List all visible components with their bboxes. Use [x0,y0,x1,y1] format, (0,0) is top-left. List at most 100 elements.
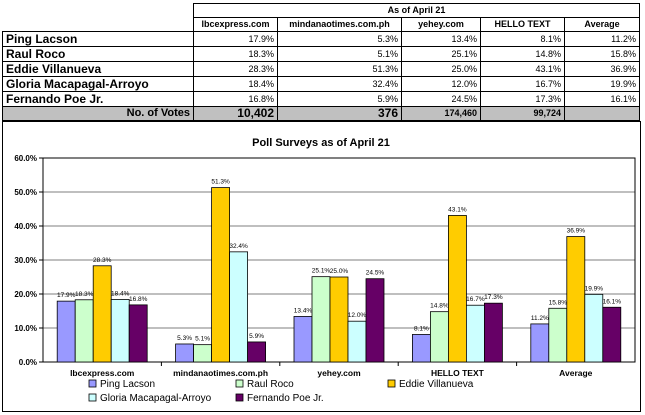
data-label: 12.0% [348,312,367,319]
data-label: 28.3% [93,257,112,264]
column-header: yehey.com [401,17,481,32]
bar [74,299,94,363]
poll-table: As of April 21 lbcexpress.com mindanaoti… [2,3,640,121]
table-cell: 36.9% [564,61,640,77]
data-label: 36.9% [567,228,586,235]
data-label: 5.1% [195,336,210,343]
bar [128,304,148,363]
x-tick-label: Average [559,368,593,378]
x-tick-label: lbcexpress.com [70,368,135,378]
data-label: 16.7% [466,296,485,303]
table-cell: 11.2% [564,31,640,47]
legend-swatch [88,379,97,388]
data-label: 17.3% [484,294,503,301]
legend-label: Raul Roco [247,379,294,390]
bar [293,316,313,363]
bar [447,215,467,363]
data-label: 17.9% [57,292,76,299]
table-cell: 28.3% [193,61,278,77]
data-label: 16.1% [603,298,622,305]
chart-title: Poll Surveys as of April 21 [252,137,390,149]
table-row: Fernando Poe Jr. 16.8% 5.9% 24.5% 17.3% … [2,91,640,107]
bar [429,311,449,363]
candidate-name: Gloria Macapagal-Arroyo [2,76,194,92]
data-label: 25.0% [330,268,349,275]
data-label: 13.4% [294,307,313,314]
bar [465,304,485,363]
candidate-name: Raul Roco [2,46,194,62]
y-tick-label: 60.0% [14,154,37,163]
table-cell: 19.9% [564,76,640,92]
bar [110,299,130,363]
data-label: 43.1% [448,206,467,213]
y-tick-label: 40.0% [14,222,37,231]
table-cell: 13.4% [401,31,481,47]
bar [365,278,385,363]
table-cell: 32.4% [277,76,402,92]
y-tick-label: 30.0% [14,256,37,265]
bar [92,265,112,363]
legend-label: Eddie Villanueva [399,379,474,390]
table-cell: 16.1% [564,91,640,107]
table-cell: 18.3% [193,46,278,62]
column-header: HELLO TEXT [480,17,565,32]
column-header: lbcexpress.com [193,17,278,32]
table-cell: 25.1% [401,46,481,62]
table-cell: 17.9% [193,31,278,47]
bar [347,320,367,363]
table-cell: 43.1% [480,61,565,77]
data-label: 5.3% [177,335,192,342]
y-tick-label: 10.0% [14,324,37,333]
votes-cell: 10,402 [193,106,278,121]
table-cell: 18.4% [193,76,278,92]
votes-cell: 376 [277,106,402,121]
bar [175,343,195,363]
column-header-row: lbcexpress.com mindanaotimes.com.ph yehe… [3,17,640,32]
as-of-header: As of April 21 [193,3,640,18]
votes-cell [564,106,640,121]
table-cell: 24.5% [401,91,481,107]
legend-label: Gloria Macapagal-Arroyo [100,393,212,404]
candidate-name: Ping Lacson [2,31,194,47]
data-label: 15.8% [549,299,568,306]
bar [229,251,249,363]
y-tick-label: 0.0% [19,358,37,367]
votes-row: No. of Votes 10,402 376 174,460 99,724 [2,106,640,121]
table-cell: 14.8% [480,46,565,62]
candidate-name: Eddie Villanueva [2,61,194,77]
table-cell: 51.3% [277,61,402,77]
bar [247,341,267,363]
table-row: Ping Lacson 17.9% 5.3% 13.4% 8.1% 11.2% [2,31,640,47]
table-cell: 16.8% [193,91,278,107]
votes-cell: 174,460 [401,106,481,121]
table-row: Gloria Macapagal-Arroyo 18.4% 32.4% 12.0… [2,76,640,92]
chart-frame: Poll Surveys as of April 21 17.9% 18.3% 28… [2,121,641,412]
table-cell: 17.3% [480,91,565,107]
data-label: 14.8% [430,303,449,310]
legend-label: Fernando Poe Jr. [247,393,324,404]
votes-label: No. of Votes [2,106,194,121]
table-cell: 15.8% [564,46,640,62]
bar [411,334,431,363]
bar [211,187,231,363]
bar [548,307,568,363]
bar [329,276,349,363]
column-header: mindanaotimes.com.ph [277,17,402,32]
data-label: 18.3% [75,291,94,298]
data-label: 11.2% [531,315,549,322]
x-tick-label: mindanaotimes.com.ph [173,368,268,378]
bar [602,306,622,363]
as-of-row: As of April 21 [3,3,640,18]
legend-swatch [387,379,396,388]
bar [311,276,331,363]
data-label: 8.1% [414,325,429,332]
table-cell: 25.0% [401,61,481,77]
bar [566,236,586,363]
data-label: 24.5% [366,270,385,277]
poll-bar-chart: Poll Surveys as of April 21 17.9% 18.3% 28… [14,137,636,404]
column-header: Average [564,17,640,32]
bar [483,302,503,363]
data-label: 5.9% [249,333,264,340]
legend-label: Ping Lacson [100,379,155,390]
votes-cell: 99,724 [480,106,565,121]
